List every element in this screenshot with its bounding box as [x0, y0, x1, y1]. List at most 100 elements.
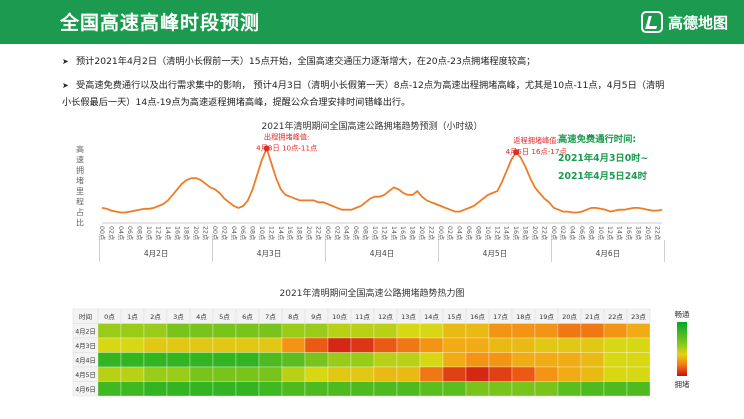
date-group-label: 4月6日: [596, 249, 621, 258]
bullet-arrow-icon: ➤: [62, 57, 69, 66]
x-tick-label: 22点: [540, 226, 548, 240]
heatmap-cell: [235, 381, 260, 397]
heatmap-cell: [212, 366, 237, 382]
x-tick-label: 06点: [465, 226, 473, 240]
heatmap-cell: [396, 337, 421, 353]
x-tick-label: 10点: [258, 226, 266, 240]
heatmap-cell: [534, 323, 559, 339]
x-tick-label: 04点: [569, 226, 577, 240]
heatmap-column-header: 13点: [401, 313, 416, 321]
peak-marker: [263, 145, 270, 152]
x-tick-label: 20点: [418, 226, 426, 240]
heatmap-cell: [465, 366, 490, 382]
heatmap-cell: [212, 381, 237, 397]
heatmap-cell: [350, 337, 375, 353]
heatmap-cell: [511, 381, 536, 397]
x-tick-label: 20点: [644, 226, 652, 240]
heatmap-cell: [580, 366, 605, 382]
x-tick-label: 00点: [550, 226, 558, 240]
heatmap-cell: [212, 337, 237, 353]
brand-name: 高德地图: [667, 13, 728, 32]
heatmap-cell: [166, 337, 191, 353]
x-tick-label: 06点: [578, 226, 586, 240]
heatmap-cell: [511, 366, 536, 382]
x-tick-label: 06点: [352, 226, 360, 240]
x-tick-label: 02点: [559, 226, 567, 240]
heatmap-cell: [442, 352, 467, 368]
x-tick-label: 00点: [98, 226, 106, 240]
heatmap-cell: [396, 323, 421, 339]
heatmap-cell: [258, 381, 283, 397]
x-tick-label: 08点: [587, 226, 595, 240]
heatmap-column-header: 18点: [516, 313, 531, 321]
x-tick-label: 18点: [522, 226, 530, 240]
heatmap-cell: [580, 381, 605, 397]
x-tick-label: 00点: [437, 226, 445, 240]
free-pass-note-title: 高速免费通行时间:: [558, 134, 637, 145]
heatmap-cell: [419, 323, 444, 339]
heatmap-column-header: 17点: [493, 313, 508, 321]
heatmap-cell: [281, 352, 306, 368]
peak-marker: [513, 149, 520, 156]
heatmap-cell: [327, 381, 352, 397]
peak-annotation-text: 4月5日 16点-17点: [506, 147, 567, 156]
heatmap-cell: [488, 323, 513, 339]
x-tick-label: 16点: [399, 226, 407, 240]
heatmap-row-label: 4月3日: [75, 342, 96, 350]
heatmap-cell: [189, 381, 214, 397]
heatmap-cell: [97, 337, 122, 353]
x-tick-label: 06点: [239, 226, 247, 240]
header-bar: 全国高速高峰时段预测 高德地图: [0, 0, 744, 44]
x-tick-label: 02点: [220, 226, 228, 240]
heatmap-cell: [281, 337, 306, 353]
y-axis-label-char: 比: [76, 218, 84, 228]
heatmap-cell: [120, 323, 145, 339]
x-tick-label: 12点: [493, 226, 501, 240]
x-tick-label: 22点: [653, 226, 661, 240]
x-tick-label: 16点: [173, 226, 181, 240]
heatmap-cell: [442, 366, 467, 382]
x-tick-label: 20点: [531, 226, 539, 240]
y-axis-label-char: 占: [76, 207, 84, 217]
heatmap-cell: [419, 337, 444, 353]
heatmap-cell: [166, 352, 191, 368]
bullet-2: ➤ 受高速免费通行以及出行需求集中的影响， 预计4月3日（清明小长假第一天）8点-…: [62, 77, 664, 94]
heatmap-cell: [511, 352, 536, 368]
x-tick-label: 16点: [625, 226, 633, 240]
heatmap-cell: [580, 352, 605, 368]
heatmap-cell: [442, 323, 467, 339]
date-group-label: 4月5日: [483, 249, 508, 258]
heatmap-cell: [534, 352, 559, 368]
heatmap-cell: [189, 323, 214, 339]
heatmap-cell: [419, 366, 444, 382]
peak-annotation-title: 出程拥堵峰值:: [264, 132, 310, 141]
page-title: 全国高速高峰时段预测: [60, 12, 261, 34]
heatmap-cell: [465, 337, 490, 353]
heatmap-cell: [396, 381, 421, 397]
heatmap-cell: [626, 381, 651, 397]
x-tick-label: 02点: [446, 226, 454, 240]
heatmap-cell: [373, 337, 398, 353]
heatmap-legend-bar: [677, 322, 687, 376]
x-tick-label: 14点: [277, 226, 285, 240]
heatmap-column-header: 19点: [539, 313, 554, 321]
heatmap-cell: [626, 352, 651, 368]
heatmap-row-label: 4月5日: [75, 371, 96, 379]
heatmap-cell: [350, 352, 375, 368]
y-axis-label-char: 速: [76, 156, 84, 165]
heatmap-cell: [511, 337, 536, 353]
bullet-3-text: 小长假最后一天）14点-19点为高速返程拥堵高峰，提醒公众合理安排时间错峰出行。: [62, 97, 411, 108]
heatmap-cell: [465, 352, 490, 368]
heatmap-cell: [626, 366, 651, 382]
x-tick-label: 12点: [267, 226, 275, 240]
x-tick-label: 04点: [117, 226, 125, 240]
heatmap-cell: [258, 352, 283, 368]
heatmap-cell: [603, 366, 628, 382]
x-tick-label: 10点: [145, 226, 153, 240]
x-tick-label: 10点: [484, 226, 492, 240]
heatmap-row-label: 4月2日: [75, 328, 96, 336]
heatmap-cell: [580, 337, 605, 353]
heatmap-cell: [396, 352, 421, 368]
x-tick-label: 18点: [296, 226, 304, 240]
